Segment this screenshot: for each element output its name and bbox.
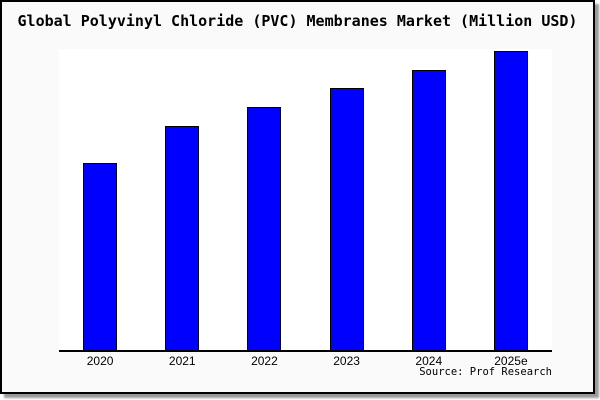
bar-2022 (247, 107, 282, 350)
x-tick-label-2023: 2023 (333, 354, 360, 368)
x-tick-label-2025e: 2025e (494, 354, 528, 368)
bars-container (59, 49, 552, 350)
bar-2020 (83, 163, 118, 350)
bar-2021 (165, 126, 200, 350)
chart-title: Global Polyvinyl Chloride (PVC) Membrane… (17, 12, 578, 30)
x-tick-label-2020: 2020 (86, 354, 114, 368)
bar-slot-2022 (223, 49, 305, 350)
bar-slot-2023 (306, 49, 388, 350)
x-tick-label-2022: 2022 (251, 354, 278, 368)
bar-slot-2025e (470, 49, 552, 350)
chart-frame: Global Polyvinyl Chloride (PVC) Membrane… (0, 0, 595, 394)
source-note: Source: Prof Research (419, 366, 552, 378)
bar-2024 (411, 70, 446, 350)
bar-slot-2020 (59, 49, 141, 350)
x-axis-line (59, 350, 552, 352)
x-tick-label-2021: 2021 (168, 354, 196, 368)
bar-slot-2021 (141, 49, 223, 350)
bar-2025e (493, 51, 528, 350)
plot-area (59, 49, 552, 352)
bar-slot-2024 (388, 49, 470, 350)
x-axis-labels: 2020 2021 2022 2023 2024 2025e (59, 354, 552, 368)
bar-2023 (329, 88, 364, 350)
x-tick-label-2024: 2024 (415, 354, 443, 368)
